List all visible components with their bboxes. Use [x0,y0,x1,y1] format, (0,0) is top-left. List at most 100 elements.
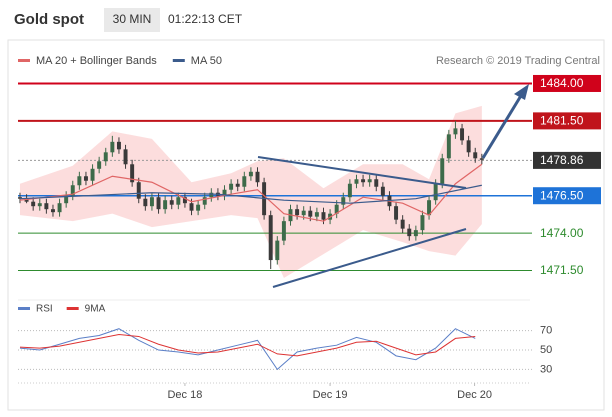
legend-label: RSI [36,304,53,315]
legend-label: MA 20 + Bollinger Bands [36,55,157,67]
candle-body [64,195,69,204]
indicator-line [19,328,476,371]
candle-body [413,230,418,237]
candle-body [334,204,339,214]
candle-body [314,212,319,217]
legend-swatch [18,307,30,310]
candle-body [169,200,174,205]
candle-body [77,176,82,186]
candle-body [460,128,465,141]
bollinger-band [19,105,482,279]
candle-body [50,209,55,213]
level-label: 1474.00 [540,226,584,240]
level-label: 1476.50 [540,188,584,202]
trend-line [272,228,467,288]
candle-body [347,183,352,198]
candle-body [24,198,29,202]
ma-line [19,184,482,204]
indicator-line [19,334,476,357]
candle-body [354,179,359,184]
legend-swatch [66,307,79,310]
level-label: 1481.50 [540,114,584,128]
candle-body [275,240,280,261]
candle-body [466,140,471,153]
y-tick-label: 50 [540,344,552,356]
legend-label: 9MA [85,304,106,315]
ma-line [19,163,483,222]
candle-body [400,219,405,229]
level-label: 1478.86 [540,153,584,167]
time: 01:22:13 CET [168,12,243,26]
candle-body [427,200,432,216]
candle-body [110,141,115,153]
candle-body [202,197,207,205]
candle-body [380,186,385,196]
candle-body [248,171,253,177]
candle-body [209,192,214,198]
candle-body [394,206,399,220]
candle-body [90,168,95,181]
legend-swatch [18,59,30,62]
title: Gold spot [14,11,84,28]
candle-body [97,161,102,169]
candle-body [103,152,108,162]
interval: 30 MIN [113,12,152,26]
candle-body [116,141,121,150]
candle-body [182,197,187,204]
level-label: 1484.00 [540,76,584,90]
candle-body [176,197,181,205]
level-tag [533,112,601,130]
x-tick-label: Dec 18 [167,389,202,401]
candle-body [255,171,260,183]
candle-body [420,215,425,231]
candle-body [242,176,247,187]
candle-body [189,203,194,211]
candle-body [440,158,445,184]
arrow-head [514,84,529,100]
trend-line [257,156,467,189]
candle-body [361,179,366,183]
candle-body [156,197,161,210]
y-tick-label: 30 [540,363,552,375]
y-tick-label: 70 [540,325,552,337]
candle-body [196,204,201,211]
candle-body [44,203,49,210]
candle-body [163,200,168,210]
arrow-line [481,93,524,159]
candle-body [308,210,313,217]
x-tick-label: Dec 19 [313,389,348,401]
candle-body [446,134,451,159]
candle-body [37,203,42,207]
level-tag [533,74,601,92]
panel [7,39,605,411]
interval-box [104,8,160,32]
candle-body [367,179,372,183]
candle-body [31,201,36,207]
candle-body [149,197,154,207]
candle-body [143,198,148,207]
legend-label: MA 50 [191,55,222,67]
candle-body [222,189,227,196]
level-tag [533,187,601,205]
candle-body [341,197,346,205]
candle-body [57,203,62,213]
candle-body [229,183,234,190]
candle-body [453,128,458,135]
x-tick-label: Dec 20 [457,389,492,401]
candle-body [473,152,478,159]
candle-body [70,185,75,196]
candle-body [83,176,88,181]
candle-body [123,149,128,165]
candle-body [433,183,438,201]
source: Research © 2019 Trading Central [436,55,600,67]
level-label: 1471.50 [540,263,584,277]
candle-body [18,197,22,199]
legend-swatch [172,59,185,62]
candle-body [281,221,286,241]
candle-body [235,183,240,187]
trend-lines [257,84,529,288]
candle-body [321,212,326,220]
candle-body [268,215,273,261]
candle-body [295,209,300,216]
